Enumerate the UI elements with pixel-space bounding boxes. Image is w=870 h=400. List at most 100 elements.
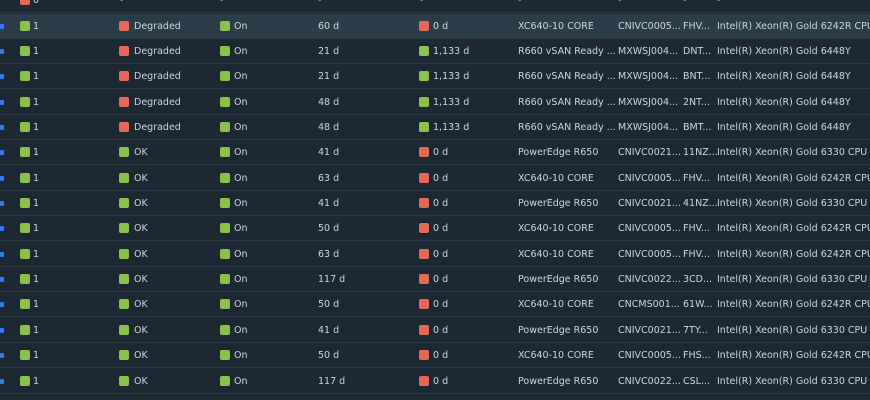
- count-icon: [20, 20, 30, 31]
- table-row[interactable]: 1 OK On 41 d 0 d PowerEdge R650 CNIVC0021... 11…: [0, 140, 870, 166]
- table-row: 0 - - - - - - - -: [0, 0, 870, 14]
- count-icon: [20, 96, 30, 107]
- cpu-model: Intel(R) Xeon(R) Gold 6242R CPU @ 3...: [717, 248, 870, 260]
- expiry-icon: [419, 147, 429, 158]
- host-icon: [0, 277, 4, 283]
- host-icon: [0, 327, 4, 333]
- power-icon: [220, 172, 230, 183]
- table-row[interactable]: 1 Degraded On 21 d 1,133 d R660 vSAN Ready ..…: [0, 39, 870, 64]
- cpu-model: Intel(R) Xeon(R) Gold 6448Y: [717, 96, 851, 108]
- serial: MXWSJ004...: [618, 71, 679, 83]
- model: PowerEdge R650: [518, 324, 599, 336]
- table-row[interactable]: 1 OK On 63 d 0 d XC640-10 CORE CNIVC0005... FHV…: [0, 242, 870, 267]
- count-icon: [20, 299, 30, 310]
- expiry-icon: [419, 71, 429, 82]
- cpu-model: Intel(R) Xeon(R) Gold 6242R CPU @ 3...: [717, 223, 870, 235]
- cpu-model: Intel(R) Xeon(R) Gold 6448Y: [717, 71, 851, 83]
- table-row[interactable]: 1 Degraded On 48 d 1,133 d R660 vSAN Ready ..…: [0, 90, 870, 115]
- serial: CNIVC0021...: [618, 147, 681, 159]
- cell-text: -: [120, 0, 124, 7]
- count: 1: [33, 274, 40, 286]
- service-tag: 2NT...: [683, 96, 710, 108]
- table-row[interactable]: 1 OK On 63 d 0 d XC640-10 CORE CNIVC0005... FHV…: [0, 166, 870, 191]
- cell-text: -: [717, 0, 721, 7]
- expiry: 0 d: [433, 350, 449, 362]
- expiry: 0 d: [433, 198, 449, 210]
- table-row[interactable]: 1 OK On 117 d 0 d PowerEdge R650 CNIVC0022... C…: [0, 369, 870, 394]
- count-icon: [20, 121, 30, 132]
- power-state: On: [234, 375, 248, 387]
- expiry: 0 d: [433, 20, 449, 32]
- cpu-model: Intel(R) Xeon(R) Gold 6330 CPU @ 2...: [717, 375, 870, 387]
- count: 1: [33, 198, 40, 210]
- model: XC640-10 CORE: [518, 20, 594, 32]
- serial: CNIVC0005...: [618, 248, 681, 260]
- table-row[interactable]: 1 OK On 50 d 0 d XC640-10 CORE CNIVC0005... FHV…: [0, 216, 870, 242]
- table-row[interactable]: 1 OK On 50 d 0 d XC640-10 CORE CNCMS001... 61W.…: [0, 292, 870, 318]
- model: XC640-10 CORE: [518, 248, 594, 260]
- model: XC640-10 CORE: [518, 172, 594, 184]
- service-tag: FHV...: [683, 223, 710, 235]
- cell-text: -: [683, 0, 687, 7]
- service-tag: 41NZ...: [683, 198, 718, 210]
- serial: CNIVC0021...: [618, 198, 681, 210]
- table-row[interactable]: 1 OK On 41 d 0 d PowerEdge R650 CNIVC0021... 7T…: [0, 318, 870, 343]
- service-tag: 7TY...: [683, 324, 708, 336]
- status: OK: [134, 248, 148, 260]
- serial: CNIVC0005...: [618, 350, 681, 362]
- table-row[interactable]: 1 Degraded On 21 d 1,133 d R660 vSAN Ready ..…: [0, 64, 870, 90]
- service-tag: BMT...: [683, 121, 712, 133]
- expiry-icon: [419, 198, 429, 209]
- power-state: On: [234, 121, 248, 133]
- model: R660 vSAN Ready ...: [518, 96, 616, 108]
- count: 1: [33, 299, 40, 311]
- status: OK: [134, 147, 148, 159]
- service-tag: FHV...: [683, 248, 710, 260]
- cpu-model: Intel(R) Xeon(R) Gold 6330 CPU @ 2...: [717, 274, 870, 286]
- host-icon: [0, 353, 4, 359]
- serial: MXWSJ004...: [618, 96, 679, 108]
- table-row[interactable]: 1 OK On 50 d 0 d XC640-10 CORE CNIVC0005... FHS…: [0, 343, 870, 369]
- model: XC640-10 CORE: [518, 223, 594, 235]
- expiry: 1,133 d: [433, 96, 470, 108]
- expiry-icon: [419, 299, 429, 310]
- table-row[interactable]: 1 OK On 41 d 0 d PowerEdge R650 CNIVC0021... 41…: [0, 191, 870, 217]
- count-icon: [20, 324, 30, 335]
- cell-text: -: [518, 0, 522, 7]
- status: OK: [134, 375, 148, 387]
- serial: MXWSJ004...: [618, 121, 679, 133]
- cpu-model: Intel(R) Xeon(R) Gold 6242R CPU @ 3...: [717, 20, 870, 32]
- model: PowerEdge R650: [518, 198, 599, 210]
- host-icon: [0, 74, 4, 80]
- table-row[interactable]: 1 Degraded On 48 d 1,133 d R660 vSAN Ready ..…: [0, 115, 870, 140]
- expiry: 0 d: [433, 375, 449, 387]
- uptime: 48 d: [318, 121, 340, 133]
- power-state: On: [234, 96, 248, 108]
- count-icon: [20, 172, 30, 183]
- uptime: 50 d: [318, 299, 340, 311]
- status: OK: [134, 172, 148, 184]
- count-icon: [20, 147, 30, 158]
- serial: CNIVC0005...: [618, 223, 681, 235]
- model: R660 vSAN Ready ...: [518, 121, 616, 133]
- status-icon: [119, 121, 129, 132]
- status: OK: [134, 223, 148, 235]
- serial: MXWSJ004...: [618, 45, 679, 57]
- power-icon: [220, 71, 230, 82]
- model: PowerEdge R650: [518, 274, 599, 286]
- uptime: 60 d: [318, 20, 340, 32]
- uptime: 21 d: [318, 71, 340, 83]
- table-row[interactable]: 1 OK On 117 d 0 d PowerEdge R650 CNIVC0022... 3…: [0, 267, 870, 293]
- cell-text: -: [318, 0, 322, 7]
- model: XC640-10 CORE: [518, 350, 594, 362]
- power-state: On: [234, 350, 248, 362]
- host-icon: [0, 48, 4, 54]
- count-icon: [20, 223, 30, 234]
- table-row[interactable]: 1 Degraded On 60 d 0 d XC640-10 CORE CNIVC0005…: [0, 13, 870, 39]
- status: OK: [134, 324, 148, 336]
- uptime: 41 d: [318, 147, 340, 159]
- service-tag: 11NZ...: [683, 147, 718, 159]
- power-state: On: [234, 248, 248, 260]
- status-icon: [119, 198, 129, 209]
- service-tag: 3CD...: [683, 274, 713, 286]
